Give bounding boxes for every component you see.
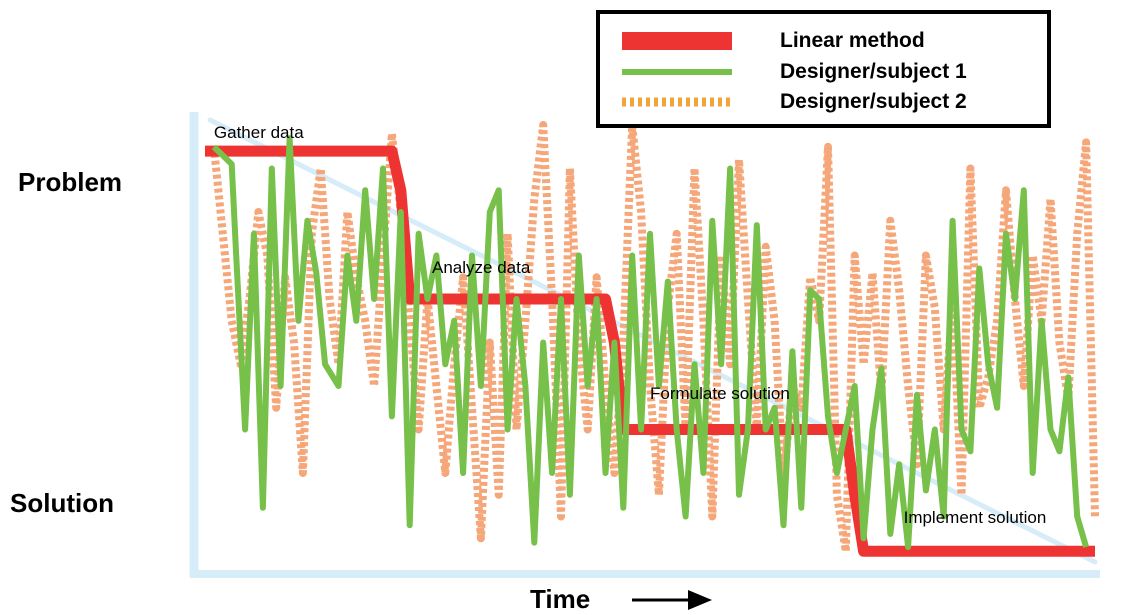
annotation-label: Formulate solution bbox=[650, 384, 790, 403]
legend-label-linear: Linear method bbox=[780, 29, 925, 52]
legend: Linear method Designer/subject 1 Designe… bbox=[596, 10, 1051, 128]
annotation-label: Analyze data bbox=[432, 258, 531, 277]
y-label-top: Problem bbox=[18, 167, 122, 197]
legend-box bbox=[596, 10, 1051, 128]
time-arrow-icon bbox=[632, 590, 712, 610]
series-line-subject1 bbox=[211, 135, 1089, 550]
annotation-label: Gather data bbox=[214, 123, 304, 142]
legend-label-subject1: Designer/subject 1 bbox=[780, 60, 967, 83]
annotation-layer: Gather data Analyze data Formulate solutio… bbox=[214, 123, 1046, 527]
annotation-label: Implement solution bbox=[904, 508, 1047, 527]
x-axis-label: Time bbox=[530, 584, 590, 614]
y-label-bottom: Solution bbox=[10, 488, 114, 518]
series-layer bbox=[205, 121, 1099, 557]
legend-label-subject2: Designer/subject 2 bbox=[780, 90, 967, 113]
